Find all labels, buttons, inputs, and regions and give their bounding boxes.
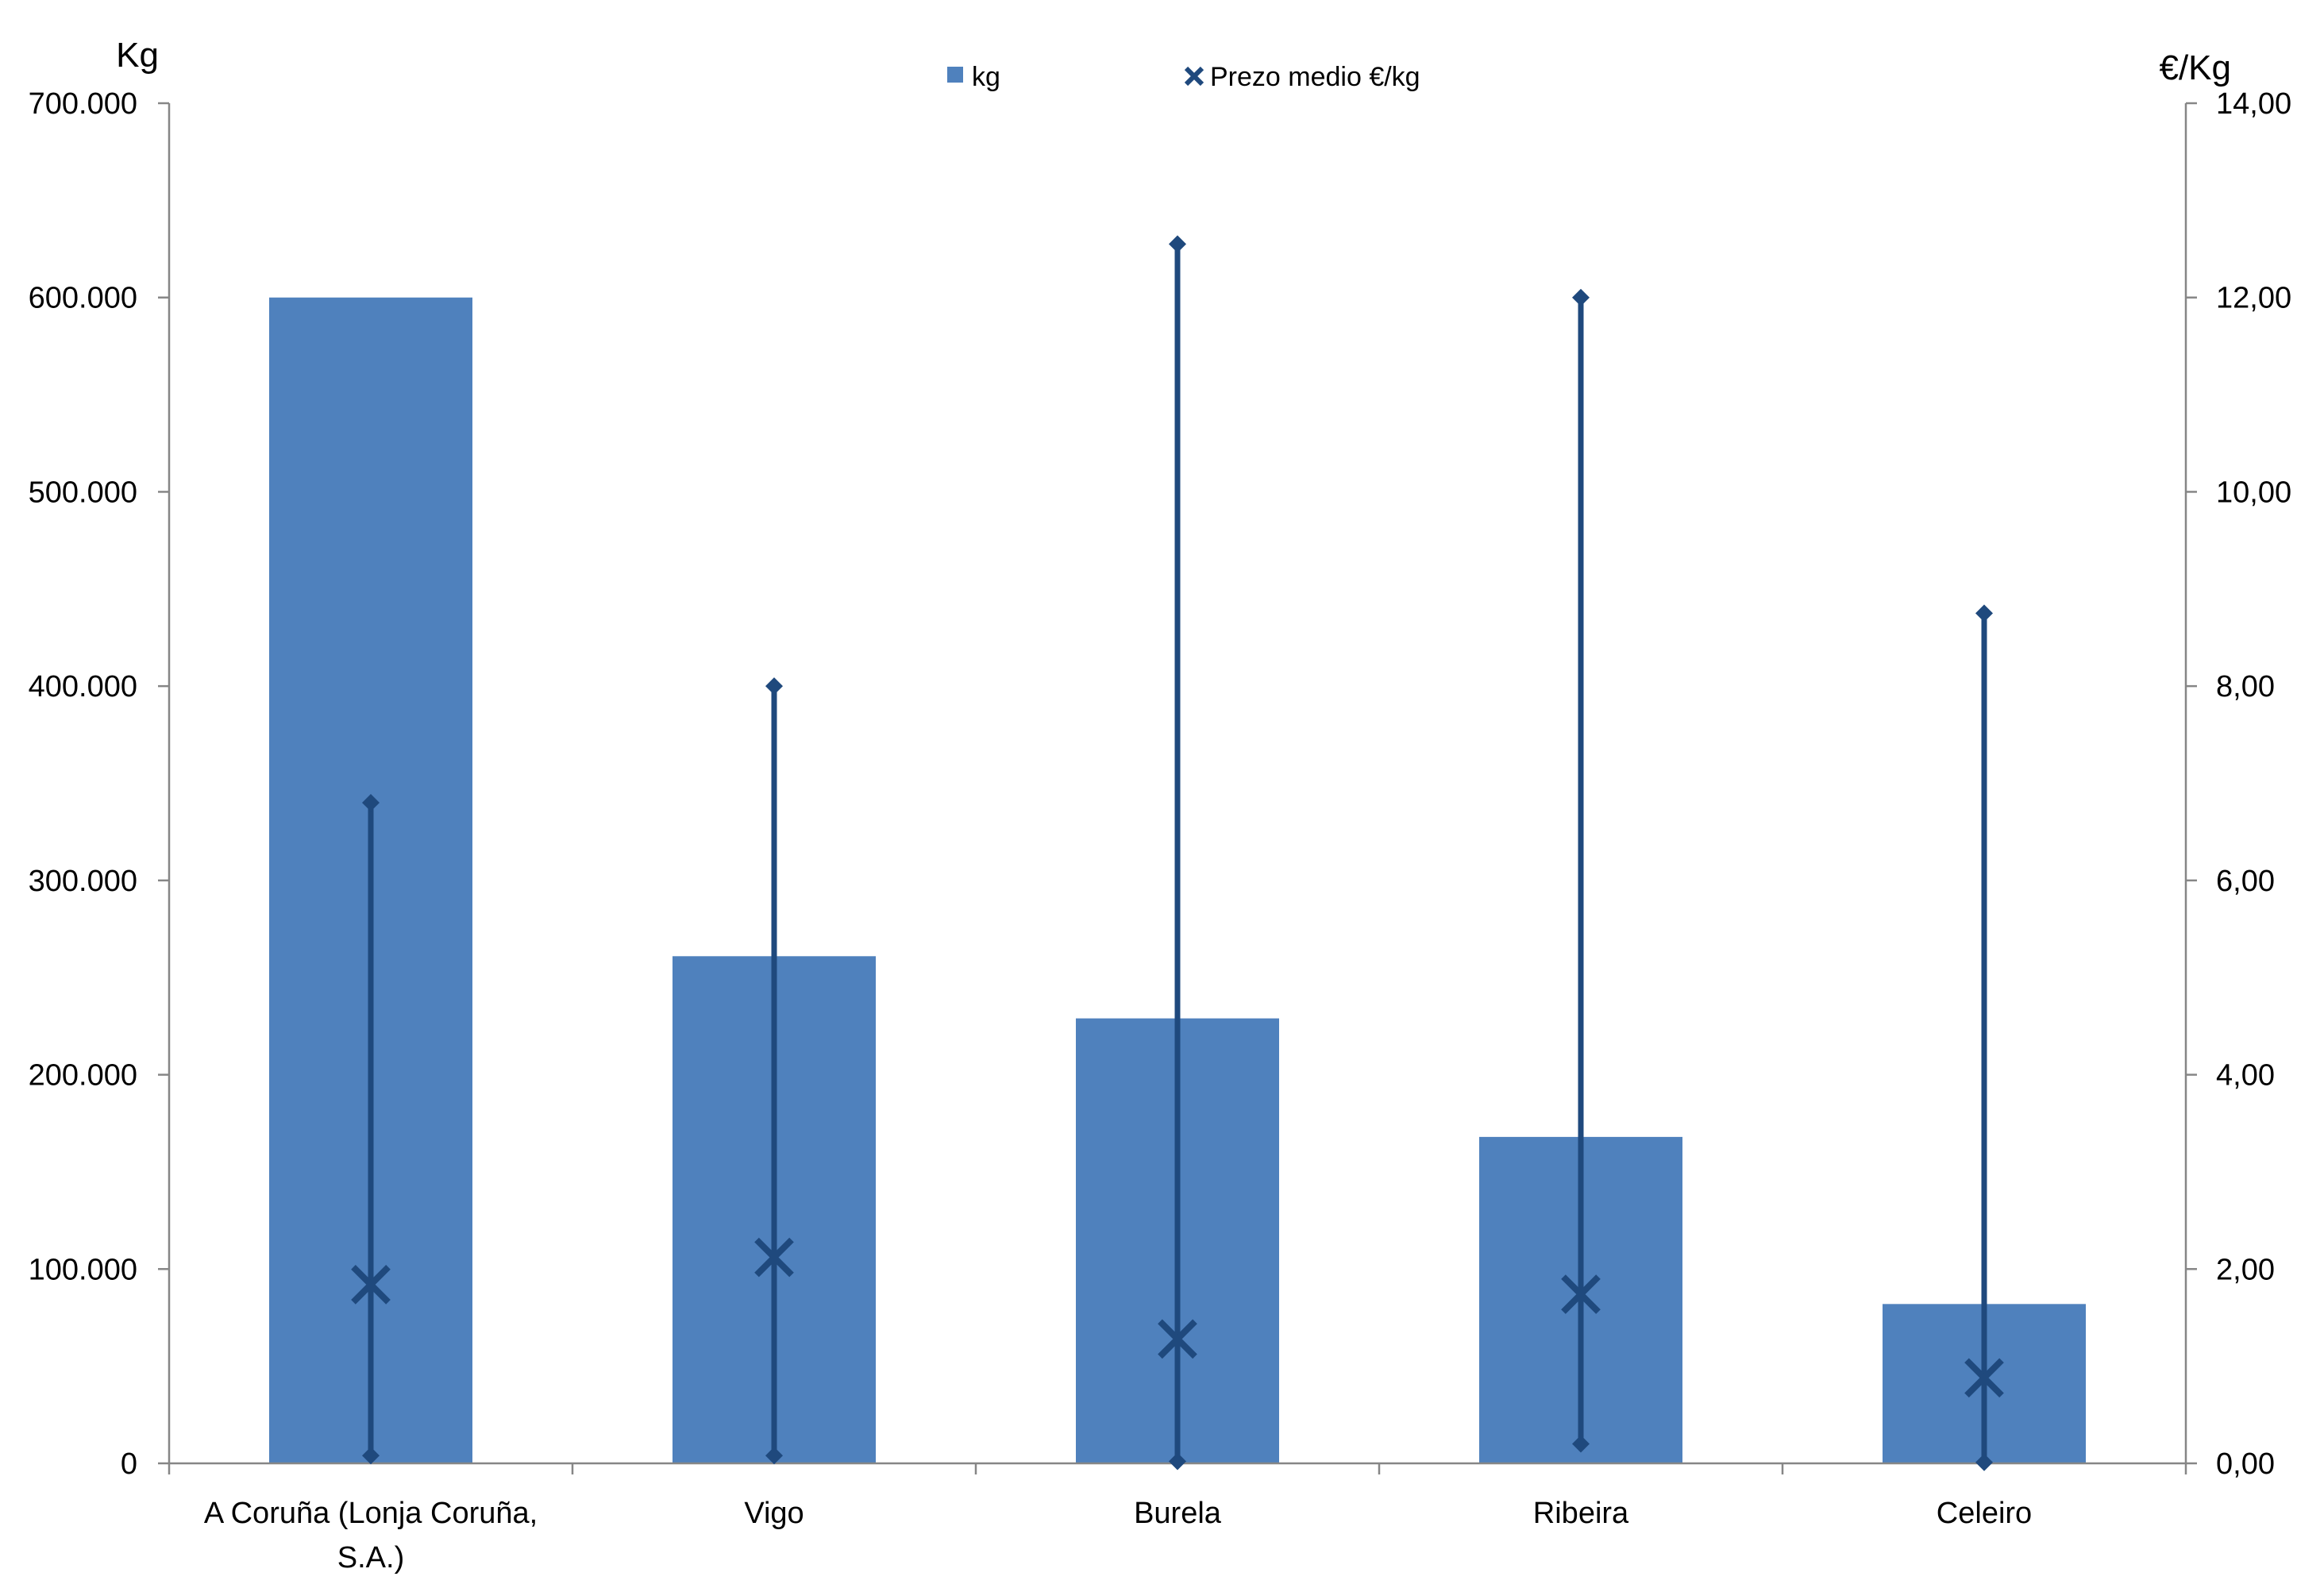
left-tick-label: 500.000 [29, 476, 137, 509]
x-tick-label: Celeiro [1937, 1497, 2032, 1530]
price-mean-marker-4 [1561, 1274, 1601, 1314]
price-min-marker-3 [1169, 1452, 1186, 1470]
price-max-marker-4 [1572, 288, 1590, 306]
price-mean-marker-5 [1964, 1358, 2004, 1398]
left-axis-title: Kg [116, 36, 159, 75]
x-tick-label: Vigo [744, 1497, 804, 1530]
left-tick-label: 200.000 [29, 1059, 137, 1093]
right-tick-label: 14,00 [2216, 87, 2291, 121]
legend-x-icon [1184, 66, 1204, 87]
x-tick-label: S.A.) [337, 1541, 404, 1575]
left-tick-label: 700.000 [29, 87, 137, 121]
x-tick-label: A Coruña (Lonja Coruña, [204, 1497, 538, 1530]
right-tick-label: 10,00 [2216, 476, 2291, 509]
price-min-marker-1 [362, 1447, 380, 1465]
price-mean-marker-1 [351, 1265, 391, 1305]
legend-label-price: Prezo medio €/kg [1210, 62, 1420, 92]
right-axis-title: €/Kg [2159, 48, 2231, 87]
right-tick-label: 12,00 [2216, 282, 2291, 315]
price-max-marker-1 [362, 793, 380, 811]
right-tick-label: 6,00 [2216, 865, 2275, 898]
left-tick-label: 400.000 [29, 670, 137, 703]
right-tick-label: 2,00 [2216, 1253, 2275, 1286]
price-min-marker-5 [1975, 1453, 1993, 1471]
legend-label-kg: kg [972, 62, 1000, 92]
price-min-marker-2 [765, 1447, 783, 1465]
left-tick-label: 300.000 [29, 865, 137, 898]
legend-swatch-kg [947, 67, 963, 83]
left-tick-label: 100.000 [29, 1253, 137, 1286]
right-tick-label: 0,00 [2216, 1447, 2275, 1481]
price-mean-marker-3 [1158, 1319, 1197, 1359]
right-tick-label: 4,00 [2216, 1059, 2275, 1093]
price-max-marker-3 [1169, 235, 1186, 253]
price-min-marker-4 [1572, 1435, 1590, 1453]
x-tick-label: Burela [1134, 1497, 1222, 1530]
left-tick-label: 600.000 [29, 282, 137, 315]
price-mean-marker-2 [754, 1237, 794, 1278]
left-tick-label: 0 [121, 1447, 137, 1481]
right-tick-label: 8,00 [2216, 670, 2275, 703]
price-max-marker-5 [1975, 604, 1993, 622]
price-max-marker-2 [765, 677, 783, 696]
x-tick-label: Ribeira [1533, 1497, 1629, 1530]
